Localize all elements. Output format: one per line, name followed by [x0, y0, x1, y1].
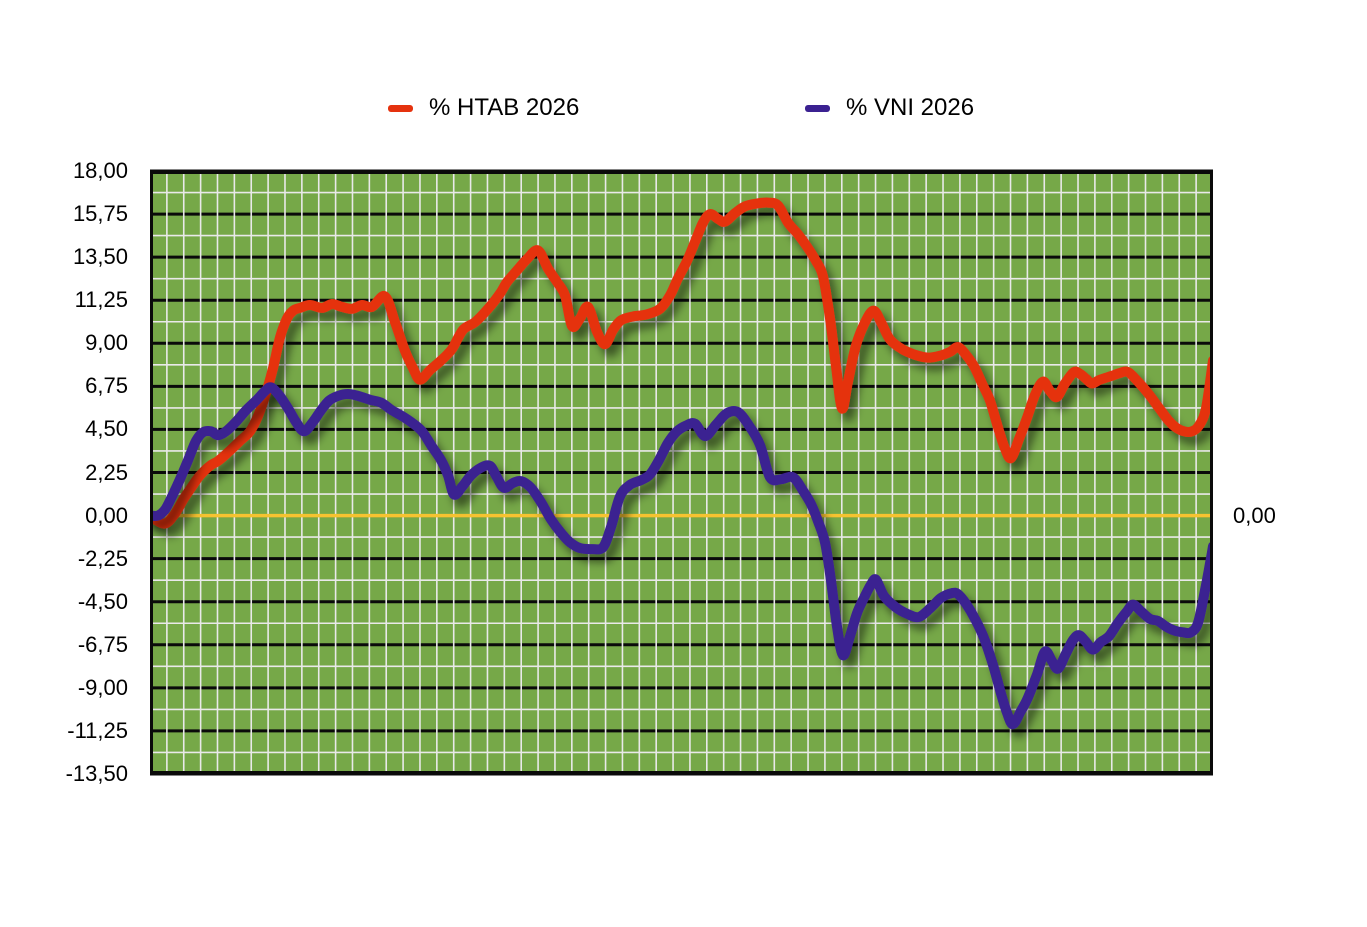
- y-axis-tick-label: -6,75: [77, 631, 128, 657]
- plot-border: [150, 171, 1213, 774]
- chart-plot-area: [150, 169, 1213, 776]
- y-axis-tick-label: 6,75: [85, 373, 128, 399]
- legend-dash-vni-icon: [805, 104, 830, 112]
- y-axis-tick-label: 11,25: [74, 287, 128, 313]
- y-axis-tick-label: -2,25: [77, 545, 128, 571]
- y-axis-tick-label: 9,00: [85, 330, 128, 356]
- series-group: [150, 197, 1213, 730]
- y-axis-tick-label: 4,50: [85, 416, 128, 442]
- legend-dash-htab-icon: [388, 104, 413, 112]
- legend-label-htab: % HTAB 2026: [429, 94, 580, 121]
- y-axis-tick-label: -9,00: [77, 674, 128, 700]
- y-axis-tick-label: 2,25: [85, 459, 128, 485]
- y-axis-tick-label: -4,50: [77, 588, 128, 614]
- zero-line-right-label: 0,00: [1233, 503, 1276, 528]
- y-axis-tick-label: 0,00: [85, 502, 128, 528]
- y-axis-tick-label: -13,50: [65, 761, 128, 786]
- legend-item-htab: % HTAB 2026: [388, 94, 579, 122]
- series-line-htab: [150, 197, 1213, 529]
- y-axis-tick-label: 13,50: [72, 244, 128, 270]
- legend-label-vni: % VNI 2026: [846, 94, 975, 121]
- legend-item-vni: % VNI 2026: [805, 94, 974, 122]
- y-axis-tick-label: 15,75: [72, 201, 128, 227]
- minor-gridlines: [150, 171, 1213, 774]
- series-line-vni: [150, 382, 1213, 730]
- y-axis-tick-label: -11,25: [67, 717, 128, 743]
- y-axis-tick-label: 18,00: [72, 158, 128, 183]
